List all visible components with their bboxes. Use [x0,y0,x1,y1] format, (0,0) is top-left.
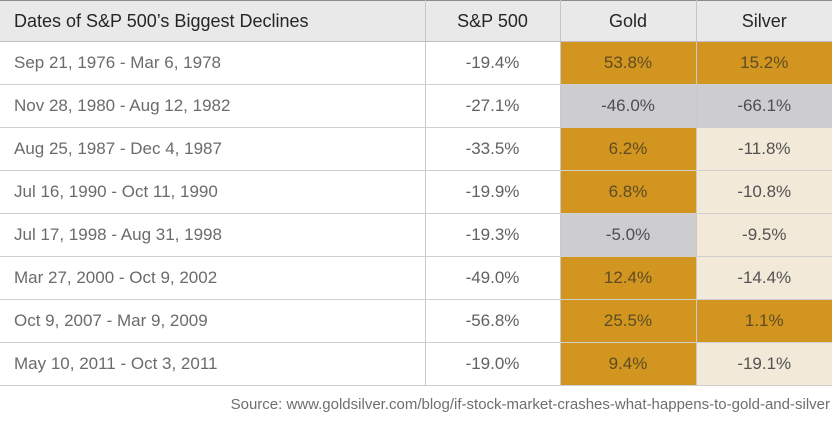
gold-value-cell: -46.0% [559,84,696,128]
gold-value-cell: 25.5% [559,299,696,343]
sp500-value-cell: -19.9% [424,170,560,214]
silver-value-cell: -10.8% [695,170,832,214]
silver-value-cell: -14.4% [695,256,832,300]
table-row: Aug 25, 1987 - Dec 4, 1987 -33.5% 6.2% -11.… [0,127,832,171]
header-dates-title: Dates of S&P 500’s Biggest Declines [0,0,425,42]
declines-table: Dates of S&P 500’s Biggest Declines S&P … [0,0,832,386]
gold-value-cell: 12.4% [559,256,696,300]
table-row: Jul 17, 1998 - Aug 31, 1998 -19.3% -5.0% -9… [0,213,832,257]
silver-value-cell: 1.1% [695,299,832,343]
date-range-cell: Oct 9, 2007 - Mar 9, 2009 [0,299,425,343]
table-row: Sep 21, 1976 - Mar 6, 1978 -19.4% 53.8% 15.… [0,41,832,85]
silver-value-cell: 15.2% [695,41,832,85]
date-range-cell: Nov 28, 1980 - Aug 12, 1982 [0,84,425,128]
table-row: Oct 9, 2007 - Mar 9, 2009 -56.8% 25.5% 1.1% [0,299,832,343]
silver-value-cell: -66.1% [695,84,832,128]
silver-value-cell: -19.1% [695,342,832,386]
sp500-value-cell: -49.0% [424,256,560,300]
sp500-value-cell: -33.5% [424,127,560,171]
header-row: Dates of S&P 500’s Biggest Declines S&P … [0,0,832,42]
silver-value-cell: -11.8% [695,127,832,171]
date-range-cell: Jul 17, 1998 - Aug 31, 1998 [0,213,425,257]
date-range-cell: May 10, 2011 - Oct 3, 2011 [0,342,425,386]
gold-value-cell: 6.2% [559,127,696,171]
header-sp500: S&P 500 [424,0,560,42]
gold-value-cell: 9.4% [559,342,696,386]
sp500-value-cell: -56.8% [424,299,560,343]
date-range-cell: Sep 21, 1976 - Mar 6, 1978 [0,41,425,85]
sp500-value-cell: -27.1% [424,84,560,128]
table-row: Nov 28, 1980 - Aug 12, 1982 -27.1% -46.0% -… [0,84,832,128]
header-silver: Silver [695,0,832,42]
sp500-value-cell: -19.4% [424,41,560,85]
table-row: Jul 16, 1990 - Oct 11, 1990 -19.9% 6.8% -10… [0,170,832,214]
gold-value-cell: 6.8% [559,170,696,214]
gold-value-cell: 53.8% [559,41,696,85]
gold-value-cell: -5.0% [559,213,696,257]
date-range-cell: Mar 27, 2000 - Oct 9, 2002 [0,256,425,300]
date-range-cell: Aug 25, 1987 - Dec 4, 1987 [0,127,425,171]
source-caption: Source: www.goldsilver.com/blog/if-stock… [230,396,830,413]
header-gold: Gold [559,0,696,42]
table-row: May 10, 2011 - Oct 3, 2011 -19.0% 9.4% -19.… [0,342,832,386]
silver-value-cell: -9.5% [695,213,832,257]
sp500-value-cell: -19.3% [424,213,560,257]
table-row: Mar 27, 2000 - Oct 9, 2002 -49.0% 12.4% -14… [0,256,832,300]
date-range-cell: Jul 16, 1990 - Oct 11, 1990 [0,170,425,214]
sp500-value-cell: -19.0% [424,342,560,386]
